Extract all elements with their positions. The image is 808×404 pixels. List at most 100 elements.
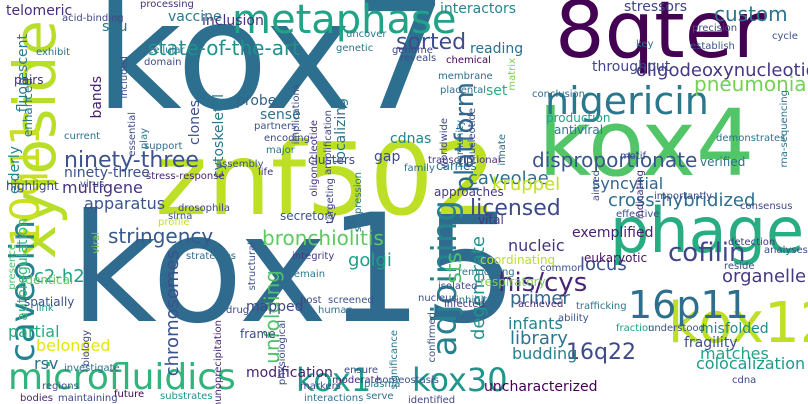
word-confirmed: confirmed [427,312,438,363]
word-probe: probe [236,93,277,109]
word-strategies: strategies [186,251,236,262]
word-carries: carries [436,159,477,173]
word-virus: virus [80,179,105,190]
word-serve: serve [366,391,394,402]
word-nucleus: nucleus [418,293,457,304]
word-custom: custom [714,2,788,26]
word-misfolded: misfolded [700,321,769,337]
word-apparatus: apparatus [84,194,166,213]
word-common: common [540,263,584,274]
word-remodeling: remodeling [458,267,515,278]
word-ninety-three: ninety-three [64,148,199,173]
word-markers: markers [300,381,341,392]
word-matches: matches [700,344,769,363]
word-partial: partial [8,322,60,341]
word-inclusion: inclusion [202,13,264,29]
word-colocalization: colocalization [696,354,806,373]
word-amplification: amplification [323,110,334,175]
word-screened: screened [328,295,374,306]
word-nucleic: nucleic [508,236,565,255]
word-secretory: secretory [280,209,337,223]
word-sense: sense [260,107,301,123]
word-throughput: throughput [592,59,671,75]
word-mapped: mapped [246,299,304,315]
word-regions: regions [42,381,79,392]
word-kox4: kox4 [538,90,755,197]
word-precision: precision [692,23,738,34]
word-oligonucleotide: oligonucleotide [309,120,320,197]
word-achieved: achieved [518,299,564,310]
word-processing: processing [140,0,194,10]
word-vital: vital [478,213,504,227]
word-future: future [114,389,145,400]
word-matrix: matrix [507,58,518,91]
word-exhibit: exhibit [36,47,71,58]
word-library: library [510,328,568,349]
word-gap: gap [374,149,401,165]
word-syncytial: syncytial [592,174,664,193]
word-inhibitory: inhibitory [456,295,504,306]
word-consensus: consensus [740,201,793,212]
word-verified: verified [700,155,746,169]
word-cdnas: cdnas [390,131,432,147]
word-interactors: interactors [440,1,517,17]
word-genetic: genetic [336,43,374,54]
word-reside: reside [724,261,755,272]
word-coordinating: coordinating [480,253,556,267]
word-state-of-the-art: state-of-the-art [148,36,301,60]
word-respiratory: respiratory [480,275,546,289]
word-demonstrates: demonstrates [716,133,786,144]
word-plasma: plasma [364,379,401,390]
word-maintaining: maintaining [58,393,118,404]
word-16q22: 16q22 [566,340,636,365]
word-physiological: physiological [277,320,288,386]
word-licensed: licensed [470,196,561,221]
word-partners: partners [254,121,297,132]
word-detection: detection [728,237,776,248]
word-uncharacterized: uncharacterized [484,379,598,395]
word-aimed: aimed [591,170,602,202]
word-vaccine: vaccine [168,9,222,25]
word-cellular: cellular [148,45,185,56]
word-viral: viral [91,232,102,254]
word-phage: phage [610,194,805,267]
word-cycle: cycle [772,31,798,42]
word-locus: locus [580,254,627,275]
word-placental: placental [440,85,487,96]
word-establish: establish [690,41,735,52]
word-link: link [36,303,54,314]
word-trafficking: trafficking [576,301,627,312]
word-sirna: sirna [168,211,193,222]
word-clusters: clusters [308,153,356,167]
word-isolated: isolated [438,281,478,292]
word-kox15: kox15 [70,183,519,357]
word-cross-hybridized: cross-hybridized [608,190,756,211]
word-indicating: indicating [635,170,646,220]
word-homeostasis: homeostasis [376,375,439,386]
word-microfluidics: microfluidics [8,357,236,398]
word-disproportionate: disproportionate [532,148,698,172]
word-bands: bands [89,76,105,119]
word-host: host [300,295,322,306]
word-drug: drug [226,305,250,316]
word-chromosomes: chromosomes [162,250,183,377]
word-approaches: approaches [434,185,504,199]
word-pneumonia: pneumonia [694,72,807,96]
word-fragility: fragility [684,335,738,351]
word-stress-response: stress-response [146,171,225,182]
word-budding: budding [512,344,578,363]
word-kox30: kox30 [412,361,508,399]
word-motif: motif [620,151,647,162]
word-sorted: sorted [396,30,467,55]
word-multigene: multigene [62,178,143,197]
word-chemical: chemical [446,55,491,66]
word-remain: remain [290,269,326,280]
word-profile: profile [158,217,190,228]
word-family: family [404,163,435,174]
word-cofilin: cofilin [668,238,746,268]
word-pairs: pairs [14,73,44,87]
word-understood: understood [648,323,706,334]
word-bronchiolitis: bronchiolitis [262,226,384,250]
word-human: human [318,305,353,316]
